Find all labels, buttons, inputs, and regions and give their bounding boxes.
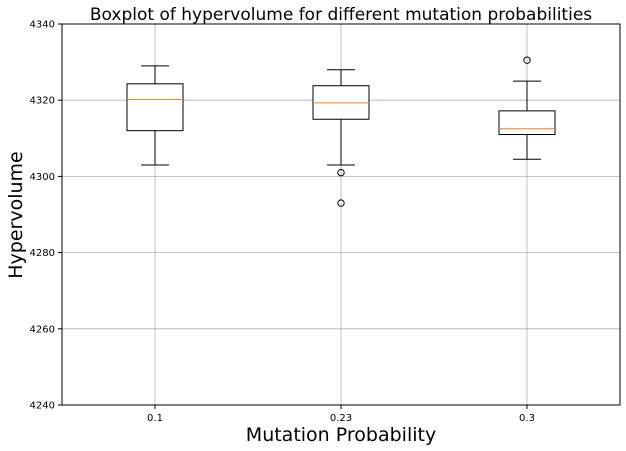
y-tick-label: 4320	[30, 96, 55, 107]
outlier-point	[337, 199, 345, 207]
y-axis-ticks: 4240 4260 4280 4300 4320 4340	[30, 20, 62, 412]
box	[126, 83, 184, 132]
y-tick-label: 4240	[30, 401, 55, 412]
x-axis-ticks: 0.1 0.23 0.3	[147, 405, 535, 424]
y-tick-label: 4300	[30, 172, 55, 183]
box-group	[312, 69, 370, 207]
chart-title: Boxplot of hypervolume for different mut…	[90, 5, 592, 25]
y-tick-label: 4340	[30, 20, 55, 31]
x-tick-label: 0.23	[330, 413, 352, 424]
y-tick-label: 4260	[30, 324, 55, 335]
x-tick-label: 0.3	[519, 413, 535, 424]
outlier-point	[523, 56, 531, 64]
y-tick-label: 4280	[30, 248, 55, 259]
y-axis-label: Hypervolume	[5, 151, 27, 278]
x-axis-label: Mutation Probability	[246, 424, 436, 446]
box	[498, 110, 556, 135]
x-tick-label: 0.1	[147, 413, 163, 424]
outlier-point	[337, 168, 345, 177]
box-group	[126, 65, 184, 166]
boxes	[126, 56, 556, 207]
box-group	[498, 56, 556, 160]
